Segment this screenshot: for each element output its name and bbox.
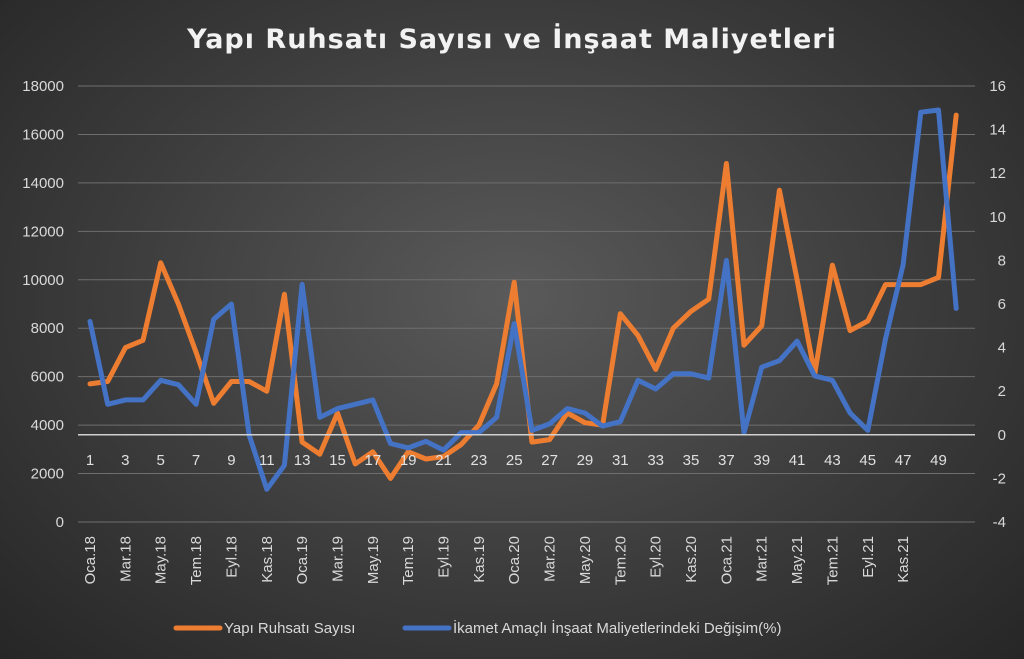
x-category-label: Eyl.19 xyxy=(436,536,453,578)
x-category-label: Tem.20 xyxy=(612,536,629,585)
x-category-label: Eyl.21 xyxy=(860,536,877,578)
x-category-label: Kas.19 xyxy=(471,536,488,583)
x-category-label: Eyl.18 xyxy=(223,536,240,578)
right-tick-label: 6 xyxy=(998,296,1006,313)
x-category-label: Kas.18 xyxy=(259,536,276,583)
x-category-label: Tem.19 xyxy=(400,536,417,585)
x-category-label: May.21 xyxy=(789,536,806,584)
x-category-label: Oca.20 xyxy=(506,536,523,584)
x-category-label: Tem.18 xyxy=(188,536,205,585)
legend-label-yapi-ruhsati: Yapı Ruhsatı Sayısı xyxy=(224,620,355,637)
left-y-axis: 0 2000 4000 6000 8000 10000 12000 14000 16000 180… xyxy=(22,78,64,531)
x-category-label: Kas.20 xyxy=(683,536,700,583)
x-number-label: 29 xyxy=(577,452,594,469)
x-category-label: Oca.19 xyxy=(294,536,311,584)
right-tick-label: 2 xyxy=(998,383,1006,400)
x-number-label: 1 xyxy=(86,452,94,469)
x-number-label: 7 xyxy=(192,452,200,469)
x-number-label: 5 xyxy=(157,452,165,469)
series-line-insaat-maliyet xyxy=(87,107,959,492)
left-tick-label: 12000 xyxy=(22,223,64,240)
x-category-label: Tem.21 xyxy=(824,536,841,585)
left-tick-label: 18000 xyxy=(22,78,64,95)
x-number-label: 11 xyxy=(259,452,275,469)
right-tick-label: 8 xyxy=(998,252,1006,269)
legend-label-insaat-maliyet: İkamet Amaçlı İnşaat Maliyetlerindeki De… xyxy=(453,619,781,637)
right-tick-label: 0 xyxy=(998,427,1006,444)
x-number-label: 47 xyxy=(895,452,912,469)
right-tick-label: -4 xyxy=(993,514,1006,531)
x-number-label: 25 xyxy=(506,452,523,469)
x-number-label: 23 xyxy=(471,452,488,469)
x-number-label: 33 xyxy=(647,452,664,469)
left-tick-label: 10000 xyxy=(22,272,64,289)
x-number-label: 49 xyxy=(930,452,947,469)
x-category-label: Eyl.20 xyxy=(648,536,665,578)
x-number-label: 15 xyxy=(329,452,346,469)
x-category-label: Oca.21 xyxy=(718,536,735,584)
left-tick-label: 8000 xyxy=(31,320,64,337)
legend: Yapı Ruhsatı Sayısı İkamet Amaçlı İnşaat … xyxy=(173,619,781,637)
x-category-label: Mar.20 xyxy=(542,536,559,582)
gridlines xyxy=(78,85,975,523)
left-tick-label: 2000 xyxy=(31,466,64,483)
x-number-labels: 1 3 5 7 9 11 13 15 17 19 21 23 25 27 29 31 33 35 37 39 41 43 4… xyxy=(86,452,947,469)
x-number-label: 39 xyxy=(753,452,770,469)
left-tick-label: 0 xyxy=(56,514,64,531)
x-number-label: 41 xyxy=(789,452,806,469)
x-category-label: Mar.18 xyxy=(117,536,134,582)
x-category-label: May.19 xyxy=(365,536,382,584)
x-number-label: 21 xyxy=(435,452,452,469)
x-category-label: May.20 xyxy=(577,536,594,584)
series-group xyxy=(87,107,959,492)
right-y-axis: -4 -2 0 2 4 6 8 10 12 14 16 xyxy=(989,78,1006,531)
x-category-labels: Oca.18 Mar.18 May.18 Tem.18 Eyl.18 Kas.18 Oca.… xyxy=(82,536,912,585)
x-category-label: Oca.18 xyxy=(82,536,99,584)
x-number-label: 45 xyxy=(859,452,876,469)
right-tick-label: 14 xyxy=(989,122,1006,139)
x-category-label: Mar.19 xyxy=(329,536,346,582)
right-tick-label: 10 xyxy=(989,209,1006,226)
right-tick-label: 12 xyxy=(989,165,1006,182)
x-number-label: 17 xyxy=(364,452,381,469)
series-line-yapi-ruhsati xyxy=(87,112,959,481)
x-number-label: 35 xyxy=(683,452,700,469)
right-tick-label: 4 xyxy=(998,340,1006,357)
x-number-label: 37 xyxy=(718,452,735,469)
left-tick-label: 4000 xyxy=(31,417,64,434)
x-number-label: 19 xyxy=(400,452,417,469)
chart-title: Yapı Ruhsatı Sayısı ve İnşaat Maliyetler… xyxy=(186,23,837,55)
left-tick-label: 6000 xyxy=(31,369,64,386)
right-tick-label: 16 xyxy=(989,78,1006,95)
x-number-label: 3 xyxy=(121,452,129,469)
x-category-label: Mar.21 xyxy=(754,536,771,582)
left-tick-label: 14000 xyxy=(22,175,64,192)
left-tick-label: 16000 xyxy=(22,126,64,143)
x-number-label: 31 xyxy=(612,452,629,469)
x-category-label: Kas.21 xyxy=(895,536,912,583)
x-number-label: 43 xyxy=(824,452,841,469)
right-tick-label: -2 xyxy=(993,470,1006,487)
x-category-label: May.18 xyxy=(153,536,170,584)
x-number-label: 27 xyxy=(541,452,558,469)
x-number-label: 9 xyxy=(227,452,235,469)
x-number-label: 13 xyxy=(294,452,311,469)
